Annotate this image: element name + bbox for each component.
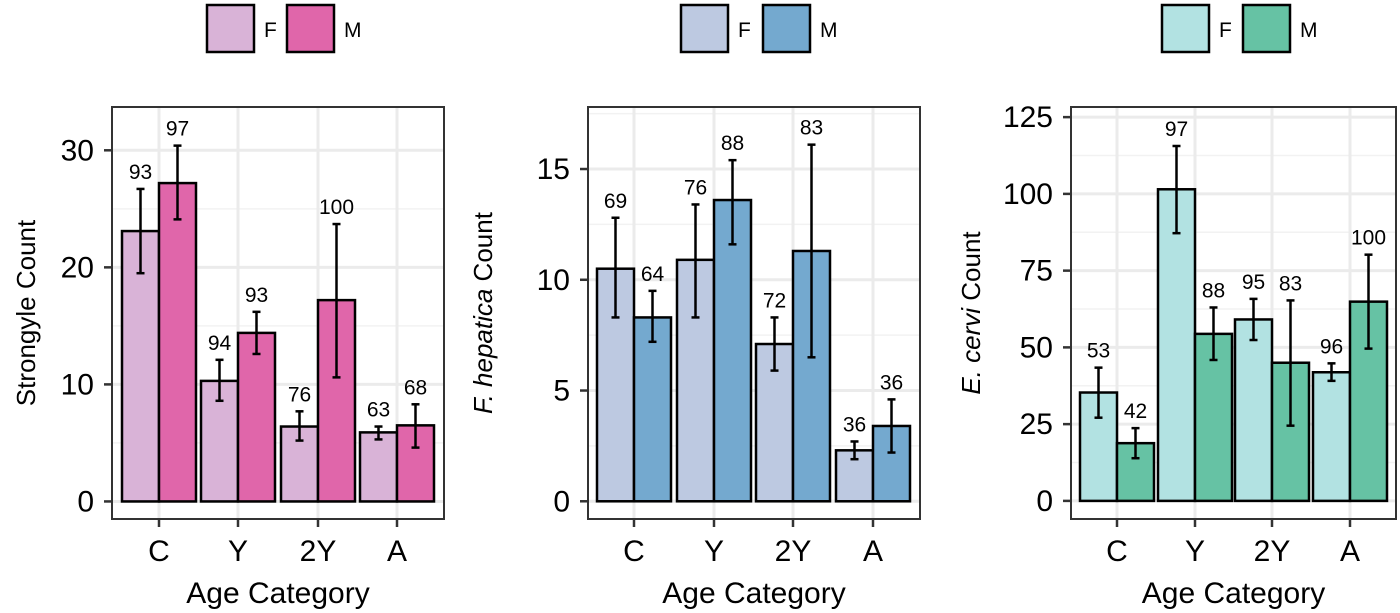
- data-label: 97: [1165, 118, 1188, 141]
- x-tick-label: 2Y: [300, 535, 337, 568]
- y-tick-label: 20: [61, 251, 94, 284]
- bar-f-2y: [279, 425, 320, 503]
- y-axis-title-species: F. hepatica: [468, 289, 498, 414]
- x-tick-label: A: [1340, 535, 1360, 568]
- data-label: 88: [1202, 279, 1225, 302]
- y-tick-label: 125: [1003, 101, 1053, 134]
- x-tick-label: Y: [704, 535, 724, 568]
- data-label: 83: [1279, 272, 1302, 295]
- x-axis-title: Age Category: [186, 577, 369, 610]
- data-label: 88: [721, 132, 744, 155]
- legend-key-m: [1241, 3, 1292, 54]
- data-label: 42: [1124, 400, 1147, 423]
- y-tick-label: 25: [1020, 408, 1053, 441]
- legend-key-f: [679, 3, 730, 54]
- legend-label-m: M: [344, 19, 362, 42]
- plot-border: [1070, 106, 1397, 520]
- data-label: 36: [843, 413, 866, 436]
- y-tick-label: 15: [537, 153, 570, 186]
- y-axis-title-text: Strongyle Count: [11, 219, 41, 406]
- bar-f-a: [1311, 371, 1352, 503]
- x-axis-title: Age Category: [1142, 577, 1325, 610]
- y-axis-title-count: Count: [468, 211, 498, 288]
- y-axis-title: Strongyle Count: [11, 219, 41, 406]
- legend-label-f: F: [738, 19, 751, 42]
- y-axis-title-species: E. cervi: [956, 307, 986, 395]
- legend-label-f: F: [264, 19, 277, 42]
- data-label: 83: [800, 117, 823, 140]
- legend-key-f: [1160, 3, 1211, 54]
- y-axis-title: F. hepatica Count: [468, 211, 498, 414]
- y-tick-label: 50: [1020, 331, 1053, 364]
- y-tick-label: 10: [537, 264, 570, 297]
- bar-m-c: [157, 181, 198, 503]
- y-tick-label: 0: [77, 485, 94, 518]
- plot-border: [587, 106, 921, 520]
- data-label: 63: [367, 399, 390, 422]
- data-label: 64: [641, 263, 665, 286]
- data-label: 95: [1242, 271, 1265, 294]
- y-tick-label: 0: [1036, 485, 1053, 518]
- data-label: 36: [880, 371, 903, 394]
- panel-f-hepatica: 69 64 76 88 72 83 36 36 0 5 10 15 C Y 2Y A Age Category F…: [468, 3, 921, 610]
- x-axis-title: Age Category: [662, 577, 845, 610]
- legend-key-m: [285, 3, 336, 54]
- x-tick-label: A: [863, 535, 883, 568]
- x-tick-label: A: [387, 535, 407, 568]
- data-label: 96: [1320, 335, 1343, 358]
- data-label: 93: [245, 284, 268, 307]
- y-tick-label: 75: [1020, 255, 1053, 288]
- x-tick-label: Y: [228, 535, 248, 568]
- y-tick-label: 100: [1003, 178, 1053, 211]
- legend-label-f: F: [1219, 19, 1232, 42]
- legend-label-m: M: [820, 19, 838, 42]
- panel-strongyle: 93 97 94 93 76 100 63 68 0 10 20 30 C Y 2Y A Age Categor…: [11, 3, 445, 610]
- y-axis-title-count: Count: [956, 231, 986, 308]
- bar-m-c: [632, 316, 673, 503]
- data-label: 93: [129, 161, 152, 184]
- x-tick-label: 2Y: [1254, 535, 1291, 568]
- x-tick-label: 2Y: [775, 535, 812, 568]
- x-tick-label: C: [623, 535, 645, 568]
- data-label: 94: [208, 332, 232, 355]
- data-label: 97: [166, 118, 189, 141]
- bar-m-y: [1193, 332, 1234, 503]
- y-tick-label: 5: [553, 375, 570, 408]
- panel-e-cervi: 53 42 97 88 95 83 96 100 0 25 50 75 100 125 C Y 2Y A Age C…: [956, 3, 1397, 610]
- plot-border: [111, 106, 445, 520]
- data-label: 100: [1351, 227, 1386, 250]
- x-tick-label: C: [148, 535, 170, 568]
- x-tick-label: C: [1106, 535, 1128, 568]
- data-label: 53: [1087, 340, 1110, 363]
- y-tick-label: 0: [553, 485, 570, 518]
- data-label: 69: [604, 190, 627, 213]
- bar-f-y: [1156, 188, 1197, 503]
- bar-m-y: [712, 198, 753, 503]
- legend-key-m: [761, 3, 812, 54]
- data-label: 72: [763, 289, 786, 312]
- bar-m-y: [236, 331, 277, 503]
- x-tick-label: Y: [1185, 535, 1205, 568]
- y-tick-label: 10: [61, 368, 94, 401]
- data-label: 76: [684, 176, 707, 199]
- y-tick-label: 30: [61, 134, 94, 167]
- bar-f-a: [358, 431, 399, 503]
- bar-f-2y: [1233, 318, 1274, 503]
- data-label: 68: [404, 376, 427, 399]
- legend-label-m: M: [1300, 19, 1318, 42]
- data-label: 100: [319, 196, 354, 219]
- legend-key-f: [205, 3, 256, 54]
- y-axis-title: E. cervi Count: [956, 231, 986, 395]
- data-label: 76: [288, 383, 311, 406]
